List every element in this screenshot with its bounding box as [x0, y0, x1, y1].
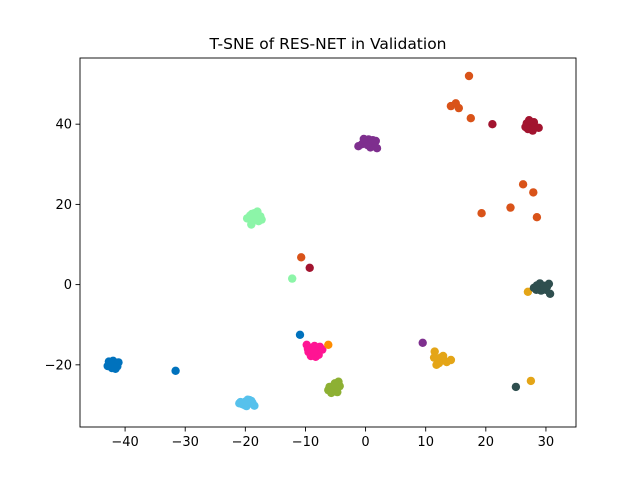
scatter-point — [477, 209, 486, 218]
plot-frame — [79, 57, 577, 428]
x-tick-label: −40 — [111, 435, 138, 450]
scatter-point — [297, 253, 306, 262]
scatter-points — [103, 71, 555, 411]
scatter-point — [542, 282, 552, 291]
y-axis-ticks: −20 0 20 40 — [45, 118, 80, 373]
scatter-point — [241, 398, 251, 407]
chart-title: T-SNE of RES-NET in Validation — [208, 35, 446, 53]
scatter-point — [250, 401, 259, 410]
scatter-point — [432, 360, 441, 369]
scatter-point — [247, 220, 256, 229]
y-tick-label: 40 — [55, 118, 72, 133]
scatter-point — [506, 203, 515, 212]
scatter-point — [330, 379, 340, 388]
scatter-point — [464, 71, 474, 81]
scatter-point — [305, 263, 314, 272]
scatter-point — [295, 330, 305, 339]
x-tick-label: 0 — [361, 435, 369, 450]
scatter-point — [247, 209, 257, 219]
scatter-point — [532, 213, 542, 222]
scatter-point — [524, 116, 534, 125]
scatter-point — [529, 188, 538, 197]
scatter-point — [327, 388, 336, 398]
scatter-point — [171, 366, 180, 375]
scatter-point — [359, 134, 368, 144]
x-tick-label: −20 — [232, 435, 259, 450]
scatter-point — [532, 285, 541, 294]
scatter-point — [488, 120, 497, 129]
scatter-point — [372, 144, 382, 153]
scatter-point — [526, 376, 536, 386]
scatter-point — [371, 136, 380, 146]
scatter-point — [523, 287, 533, 296]
scatter-point — [518, 180, 528, 189]
x-tick-label: −30 — [171, 435, 198, 450]
y-tick-label: −20 — [45, 358, 72, 373]
scatter-point — [418, 338, 427, 347]
scatter-point — [110, 363, 119, 372]
x-axis-ticks: −40 −30 −20 −10 0 10 20 30 — [111, 427, 554, 450]
scatter-point — [446, 355, 456, 365]
scatter-point — [534, 123, 543, 132]
scatter-point — [324, 340, 333, 349]
x-tick-label: 10 — [417, 435, 434, 450]
y-tick-label: 0 — [64, 278, 72, 293]
scatter-point — [288, 274, 297, 283]
y-tick-label: 20 — [55, 198, 72, 213]
scatter-point — [454, 103, 463, 113]
x-tick-label: 20 — [478, 435, 495, 450]
x-tick-label: 30 — [538, 435, 555, 450]
scatter-point — [309, 347, 319, 356]
scatter-point — [545, 289, 555, 298]
scatter-point — [257, 215, 266, 224]
scatter-point — [466, 114, 475, 123]
x-tick-label: −10 — [292, 435, 319, 450]
scatter-point — [235, 399, 244, 408]
scatter-point — [521, 122, 530, 132]
scatter-point — [438, 351, 448, 361]
scatter-point — [511, 382, 521, 392]
